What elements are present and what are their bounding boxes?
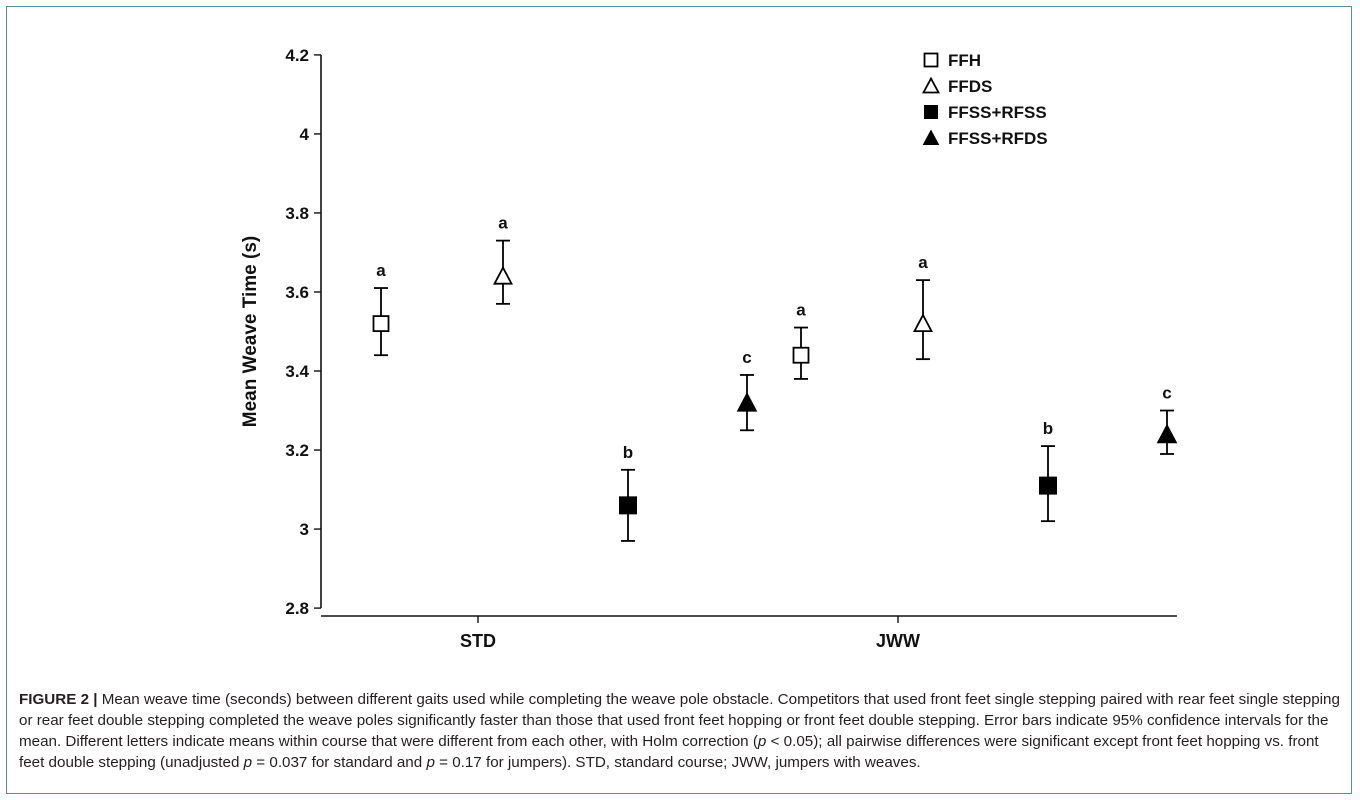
y-axis-label: Mean Weave Time (s) bbox=[240, 236, 261, 427]
data-point bbox=[1156, 423, 1178, 444]
caption-p-3: p bbox=[426, 754, 435, 771]
legend-marker bbox=[924, 105, 938, 119]
significance-letter: a bbox=[918, 253, 928, 272]
y-tick-label: 2.8 bbox=[285, 599, 309, 618]
legend-marker bbox=[921, 76, 941, 94]
significance-letter: c bbox=[742, 348, 751, 367]
data-point bbox=[619, 496, 637, 515]
significance-letter: a bbox=[498, 214, 508, 233]
data-point bbox=[1039, 476, 1057, 495]
data-point bbox=[372, 315, 390, 332]
y-tick-label: 4.2 bbox=[285, 46, 309, 65]
caption-label: FIGURE 2 | bbox=[19, 691, 98, 708]
y-tick-label: 3.6 bbox=[285, 283, 309, 302]
caption-text-4: = 0.17 for jumpers). STD, standard cours… bbox=[434, 754, 921, 771]
legend-label: FFDS bbox=[948, 77, 992, 96]
data-point bbox=[913, 313, 933, 332]
data-point bbox=[736, 392, 758, 412]
y-tick-label: 4 bbox=[300, 125, 310, 144]
significance-letter: a bbox=[796, 301, 806, 320]
significance-letter: b bbox=[1043, 419, 1053, 438]
caption-text-3: = 0.037 for standard and bbox=[252, 754, 427, 771]
legend-label: FFSS+RFDS bbox=[948, 129, 1048, 148]
legend-marker bbox=[922, 129, 940, 145]
figure-panel: 2.8 3 3.2 3.4 3.6 3.8 4 4.2 Mean Weave Time (s) S… bbox=[6, 6, 1352, 794]
caption-p-2: p bbox=[243, 754, 253, 771]
y-tick-label: 3.4 bbox=[285, 362, 309, 381]
data-point bbox=[493, 265, 513, 285]
y-tick-label: 3 bbox=[300, 520, 309, 539]
x-tick-label: STD bbox=[460, 631, 496, 651]
y-tick-label: 3.2 bbox=[285, 441, 309, 460]
legend-label: FFSS+RFSS bbox=[948, 103, 1047, 122]
significance-letter: b bbox=[623, 443, 633, 462]
caption-p-1: p bbox=[757, 733, 767, 750]
caption-text-2: < 0.05); all pairwise differences were s… bbox=[19, 733, 1319, 771]
y-tick-label: 3.8 bbox=[285, 204, 309, 223]
significance-letter: a bbox=[376, 261, 386, 280]
chart: 2.8 3 3.2 3.4 3.6 3.8 4 4.2 Mean Weave Time (s) S… bbox=[240, 46, 1178, 651]
legend-marker bbox=[923, 52, 939, 68]
x-tick-label: JWW bbox=[876, 631, 920, 651]
data-point bbox=[792, 346, 810, 364]
significance-letter: c bbox=[1162, 384, 1171, 403]
caption-text-1: Mean weave time (seconds) between differ… bbox=[19, 691, 1340, 750]
figure-caption: FIGURE 2 | Mean weave time (seconds) bet… bbox=[19, 689, 1345, 773]
legend-label: FFH bbox=[948, 51, 981, 70]
